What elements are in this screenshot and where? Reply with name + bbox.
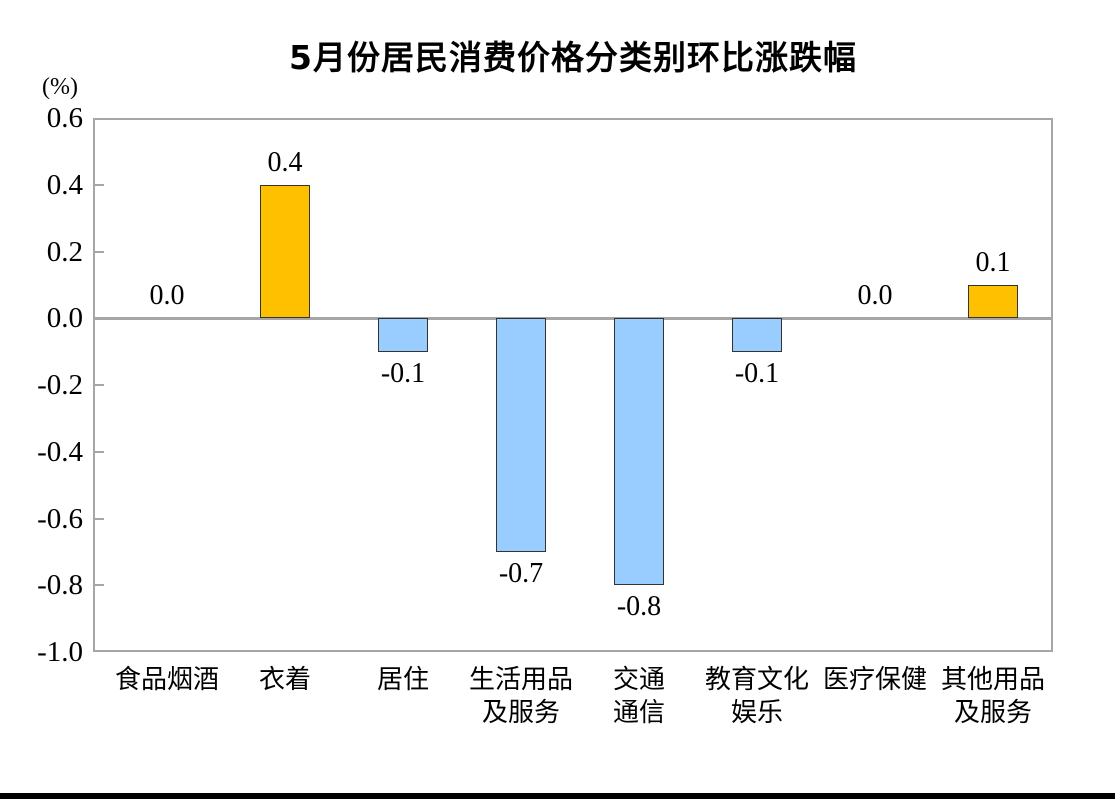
x-category-label-line: 及服务 [953, 698, 1032, 727]
bar-交通通信 [614, 318, 664, 586]
x-category-label-line: 居住 [376, 665, 429, 694]
x-category-label-line: 生活用品 [468, 665, 573, 694]
x-category-label: 其他用品 及服务 [918, 663, 1068, 729]
x-category-label-line: 及服务 [481, 698, 560, 727]
x-category-label: 食品烟酒 [92, 663, 242, 696]
bar-value-label: -0.1 [380, 357, 426, 389]
bar-value-label: 0.0 [857, 280, 893, 312]
chart-title: 5月份居民消费价格分类别环比涨跌幅 [289, 38, 857, 77]
bar-value-label: -0.7 [498, 557, 544, 589]
x-category-label-line: 其他用品 [940, 665, 1045, 694]
bar-value-label: 0.0 [149, 280, 185, 312]
x-category-label: 衣着 [210, 663, 360, 696]
bar-衣着 [260, 184, 310, 319]
x-category-label-line: 医疗保健 [822, 665, 927, 694]
bar-生活用品及服务 [496, 318, 546, 552]
y-tick-mark [95, 517, 104, 520]
plot-area [93, 118, 1053, 652]
y-tick-label: -1.0 [37, 636, 83, 668]
x-category-label-line: 教育文化 [704, 665, 809, 694]
y-tick-label: 0.6 [46, 102, 83, 134]
x-category-label: 交通 通信 [564, 663, 714, 729]
bar-教育文化娱乐 [732, 318, 782, 352]
y-tick-label: -0.4 [37, 435, 83, 468]
x-category-label: 居住 [328, 663, 478, 696]
zero-axis-line [95, 316, 1051, 320]
y-tick-label: -0.6 [37, 502, 83, 535]
y-tick-mark [95, 584, 104, 587]
bar-value-label: 0.4 [267, 146, 303, 178]
bar-其他用品及服务 [968, 284, 1018, 319]
y-tick-mark [95, 183, 104, 186]
y-tick-mark [95, 450, 104, 453]
bottom-divider [0, 793, 1115, 799]
bar-value-label: -0.1 [734, 357, 780, 389]
y-tick-label: 0.2 [46, 235, 83, 268]
x-category-label: 生活用品 及服务 [446, 663, 596, 729]
y-tick-label: -0.2 [37, 369, 83, 401]
y-tick-mark [95, 250, 104, 253]
x-category-label-line: 衣着 [258, 665, 311, 694]
x-category-label: 医疗保健 [800, 663, 950, 696]
x-category-label-line: 交通 [612, 665, 665, 694]
x-category-label-line: 通信 [612, 698, 665, 727]
y-tick-mark [95, 384, 104, 386]
y-tick-label: -0.8 [37, 569, 83, 602]
bar-value-label: -0.8 [616, 591, 662, 623]
y-tick-label: 0.0 [46, 302, 83, 335]
bar-居住 [378, 318, 428, 352]
x-category-label-line: 娱乐 [730, 698, 783, 727]
x-category-label-line: 食品烟酒 [114, 665, 219, 694]
x-category-label: 教育文化 娱乐 [682, 663, 832, 729]
bar-value-label: 0.1 [975, 246, 1011, 278]
y-tick-label: 0.4 [46, 168, 83, 201]
y-tick-mark [95, 317, 104, 320]
y-axis-unit-label: (%) [42, 74, 78, 100]
